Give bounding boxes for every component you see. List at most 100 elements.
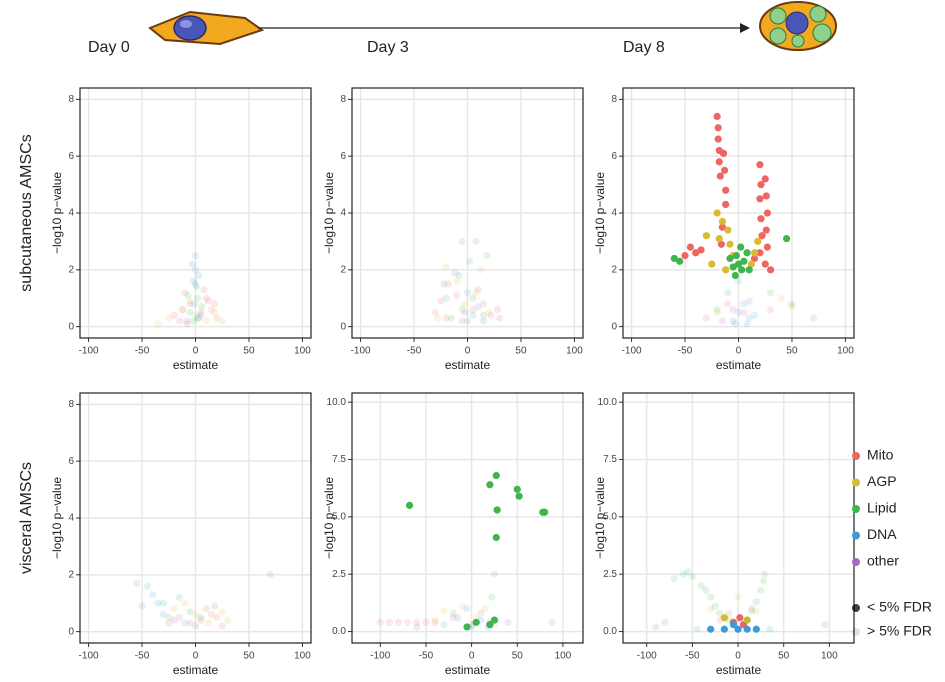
legend-swatch — [852, 452, 860, 460]
point — [752, 607, 760, 615]
point — [713, 209, 721, 217]
point — [486, 481, 494, 489]
point — [165, 619, 173, 627]
point — [762, 226, 770, 234]
point — [460, 300, 468, 308]
y-axis-label: −log10 p−value — [50, 477, 64, 559]
point — [731, 271, 739, 280]
y-tick-label: 7.5 — [332, 454, 346, 465]
point — [204, 297, 212, 305]
point — [442, 263, 450, 271]
point — [463, 604, 471, 613]
point — [453, 277, 461, 285]
point — [413, 618, 421, 626]
plot-frame — [351, 87, 584, 339]
x-tick-label: 0 — [736, 346, 742, 357]
point — [469, 311, 477, 319]
point — [702, 314, 711, 322]
x-tick-label: -100 — [622, 346, 642, 357]
point — [720, 166, 729, 174]
point — [756, 195, 764, 203]
point — [488, 593, 496, 601]
point — [724, 288, 732, 297]
point — [652, 623, 660, 631]
point — [451, 269, 459, 277]
legend-swatch — [852, 558, 860, 566]
point — [707, 604, 715, 613]
point — [734, 277, 743, 285]
point — [487, 311, 495, 319]
point — [670, 254, 678, 263]
y-tick-label: 4 — [611, 208, 617, 219]
row-label: subcutaneous AMSCs — [18, 134, 35, 291]
point — [684, 568, 692, 576]
point — [748, 604, 756, 613]
point — [783, 234, 791, 243]
x-tick-label: -100 — [637, 651, 657, 662]
point — [725, 609, 733, 617]
legend-label: > 5% FDR — [867, 623, 932, 639]
point — [548, 618, 556, 626]
point — [440, 280, 448, 288]
point — [745, 266, 753, 274]
point — [483, 252, 491, 260]
y-tick-label: 10.0 — [327, 397, 347, 408]
point — [760, 577, 768, 585]
point — [197, 308, 205, 317]
y-tick-label: 2 — [340, 264, 346, 275]
point — [463, 288, 472, 297]
y-tick-label: 4 — [340, 208, 346, 219]
point — [442, 314, 450, 322]
point — [207, 610, 216, 619]
x-tick-label: -50 — [135, 651, 150, 662]
point — [179, 305, 187, 314]
point — [492, 471, 500, 480]
x-axis-label: estimate — [445, 358, 491, 372]
point — [743, 616, 751, 624]
point — [726, 254, 734, 263]
day-label: Day 8 — [623, 39, 665, 56]
point — [757, 586, 765, 594]
point — [413, 623, 421, 631]
point — [740, 308, 748, 317]
x-tick-label: -100 — [351, 346, 371, 357]
y-tick-label: 6 — [68, 456, 74, 467]
point — [474, 286, 482, 294]
point — [736, 614, 744, 622]
x-tick-label: 100 — [821, 651, 838, 662]
point — [722, 200, 730, 209]
x-tick-label: 100 — [837, 346, 854, 357]
x-tick-label: 100 — [294, 346, 311, 357]
x-tick-label: 50 — [512, 651, 524, 662]
x-axis-label: estimate — [445, 663, 491, 677]
point — [697, 246, 705, 254]
y-axis-label: −log10 p−value — [322, 477, 336, 559]
x-tick-label: 50 — [786, 346, 798, 357]
day-label: Day 3 — [367, 39, 409, 56]
panel: -100 -50 0 50 100 0 2 4 6 8 estimate −log10 p−value — [593, 87, 855, 372]
point — [211, 308, 219, 317]
x-tick-label: -100 — [79, 346, 99, 357]
point — [729, 305, 737, 314]
x-tick-label: 50 — [778, 651, 790, 662]
y-tick-label: 4 — [68, 208, 74, 219]
legend-label: Lipid — [867, 500, 897, 516]
point — [195, 314, 203, 322]
legend-label: other — [867, 553, 899, 569]
point — [724, 226, 732, 234]
point — [713, 112, 721, 121]
point — [133, 579, 141, 587]
x-tick-label: 100 — [294, 651, 311, 662]
point — [458, 237, 466, 246]
point — [394, 618, 403, 626]
y-tick-label: 2.5 — [603, 569, 617, 580]
point — [405, 501, 414, 509]
point — [458, 305, 466, 314]
point — [750, 311, 759, 319]
point — [485, 308, 493, 317]
point — [493, 305, 502, 314]
point — [809, 314, 817, 322]
point — [468, 623, 476, 631]
legend-swatch — [852, 531, 860, 540]
point — [720, 625, 728, 633]
